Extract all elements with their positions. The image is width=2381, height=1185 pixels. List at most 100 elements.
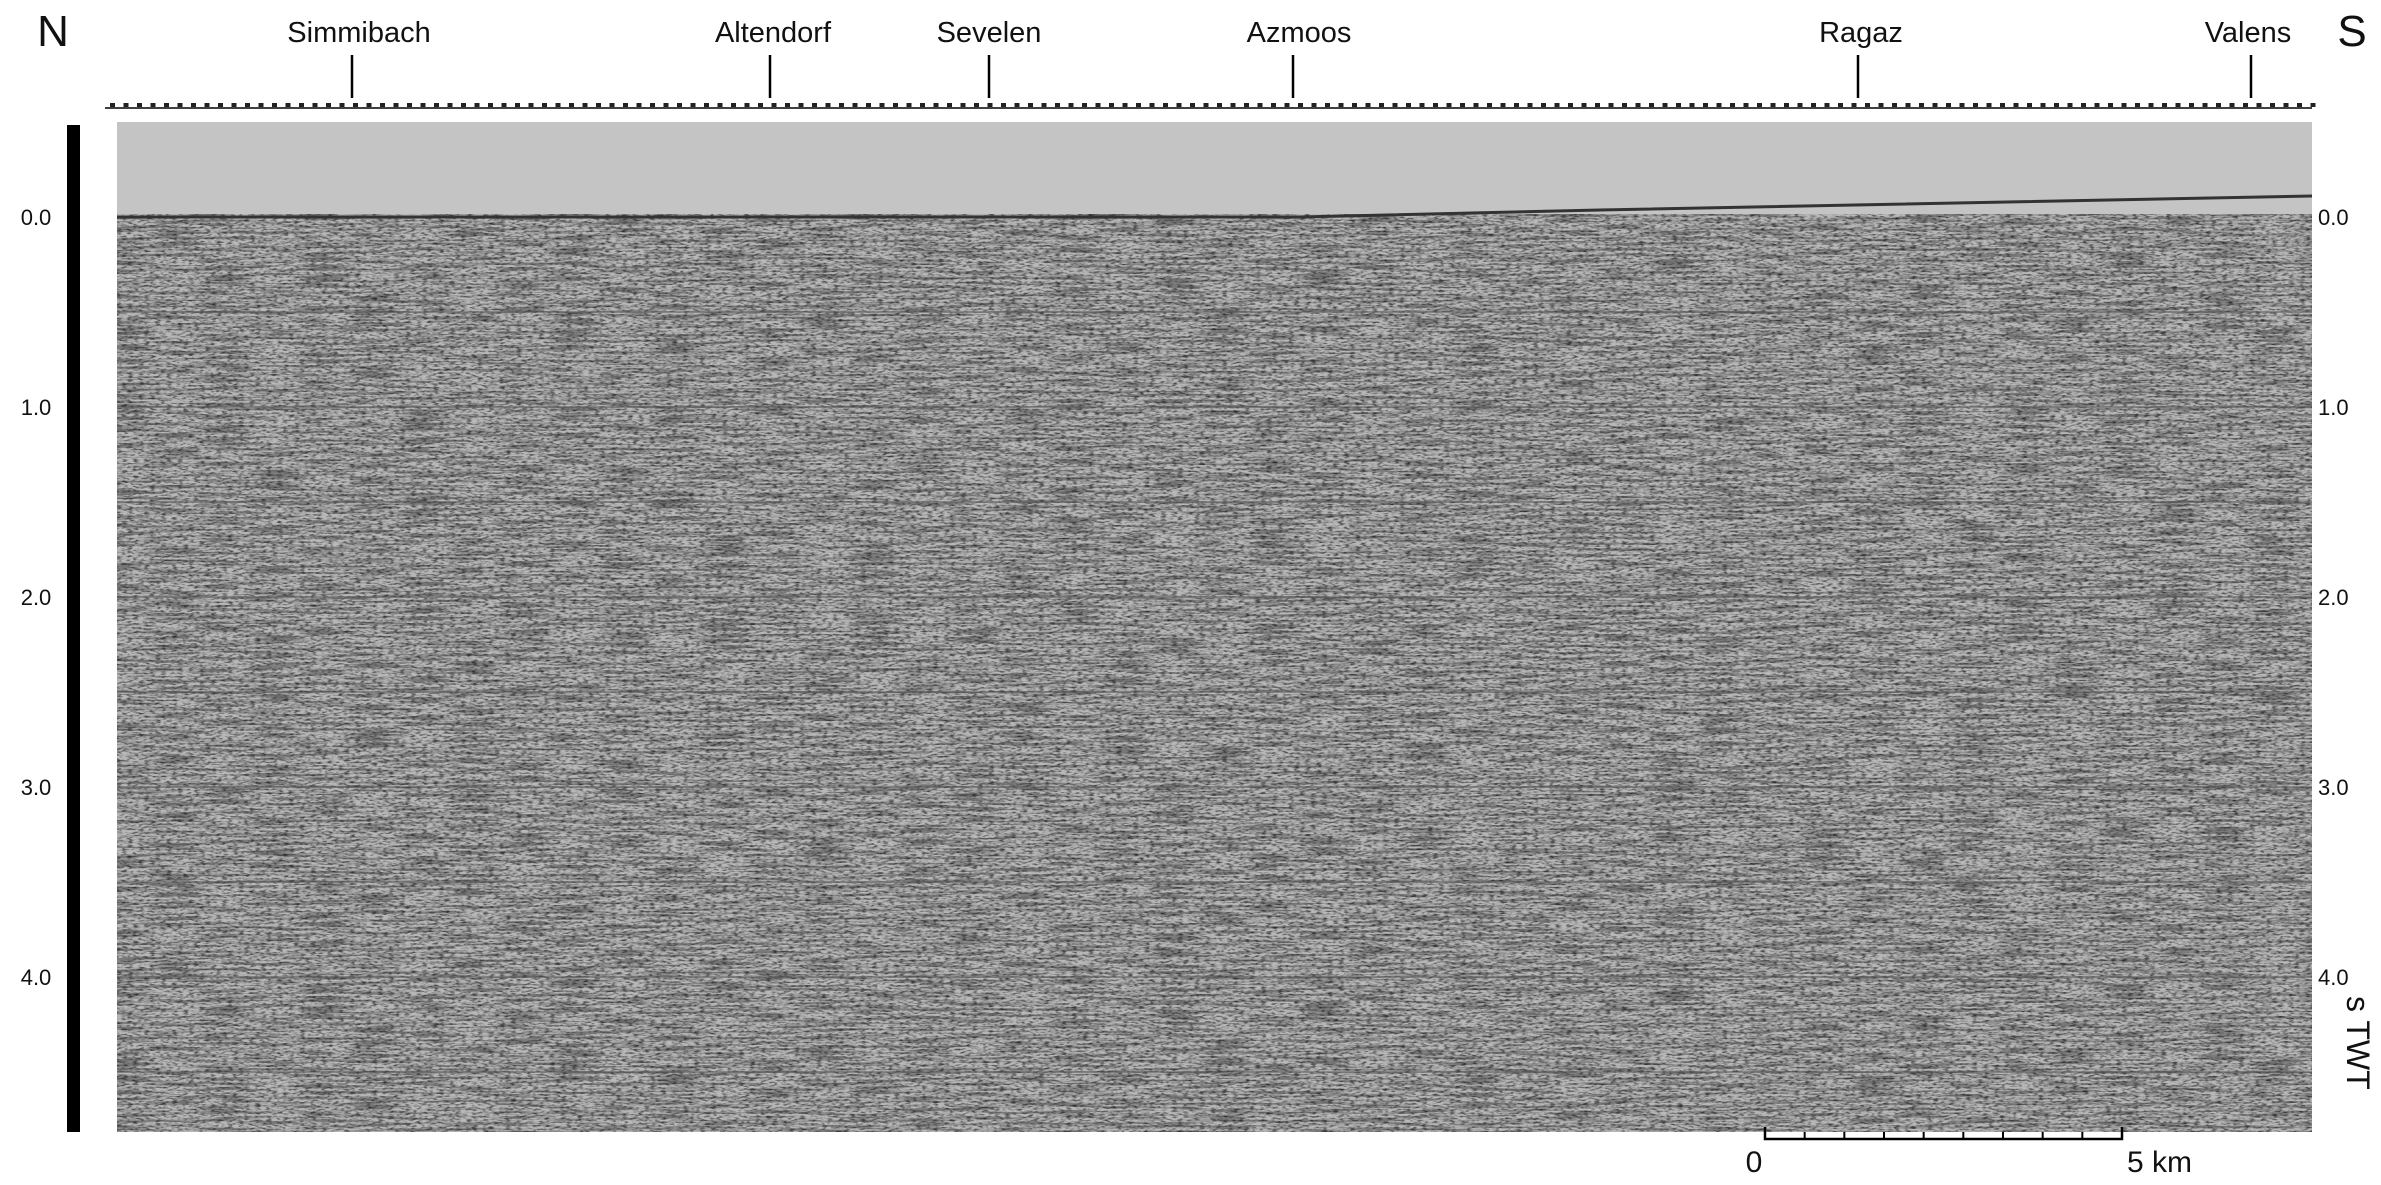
shotpoint-tick <box>1352 103 1357 107</box>
shotpoint-tick <box>2000 103 2005 107</box>
shotpoint-tick <box>974 103 979 107</box>
shotpoint-tick <box>1541 103 1546 107</box>
shotpoint-tick <box>664 103 669 107</box>
shotpoint-tick <box>340 103 345 107</box>
reflectors <box>117 210 2312 1132</box>
shotpoint-tick <box>2135 103 2140 107</box>
shotpoint-tick <box>1258 103 1263 107</box>
shotpoint-tick <box>2297 103 2302 107</box>
shotpoint-tick <box>1703 103 1708 107</box>
shotpoint-tick <box>1028 103 1033 107</box>
location-label: Sevelen <box>937 17 1042 49</box>
shotpoint-tick <box>299 103 304 107</box>
shotpoint-tick <box>1555 103 1560 107</box>
shotpoint-tick <box>1001 103 1006 107</box>
shotpoint-tick <box>407 103 412 107</box>
shotpoint-tick <box>1892 103 1897 107</box>
shotpoint-tick <box>1798 103 1803 107</box>
shotpoint-tick <box>529 103 534 107</box>
shotpoint-tick <box>2068 103 2073 107</box>
south-label: S <box>2337 7 2366 56</box>
shotpoint-tick <box>218 103 223 107</box>
shotpoint-tick <box>1163 103 1168 107</box>
shotpoint-tick <box>1514 103 1519 107</box>
time-label-right: 2.0 <box>2318 585 2349 610</box>
shotpoint-tick <box>259 103 264 107</box>
shotpoint-tick <box>758 103 763 107</box>
shotpoint-tick <box>1784 103 1789 107</box>
shotpoint-tick <box>677 103 682 107</box>
shotpoint-tick <box>245 103 250 107</box>
shotpoint-tick <box>2027 103 2032 107</box>
shotpoint-tick <box>475 103 480 107</box>
shotpoint-tick <box>367 103 372 107</box>
shotpoint-tick <box>1177 103 1182 107</box>
shotpoint-tick <box>934 103 939 107</box>
shotpoint-tick <box>988 103 993 107</box>
location-label: Simmibach <box>287 17 430 49</box>
shotpoint-tick <box>772 103 777 107</box>
shotpoint-tick <box>596 103 601 107</box>
shotpoint-tick <box>461 103 466 107</box>
shotpoint-tick <box>2108 103 2113 107</box>
shotpoint-tick <box>2311 103 2316 107</box>
shotpoint-tick <box>1217 103 1222 107</box>
shotpoint-tick <box>1082 103 1087 107</box>
shotpoint-tick <box>2230 103 2235 107</box>
shotpoint-tick <box>1379 103 1384 107</box>
shotpoint-tick <box>920 103 925 107</box>
shotpoint-tick <box>1474 103 1479 107</box>
shotpoint-tick <box>353 103 358 107</box>
scale-start: 0 <box>1746 1146 1763 1179</box>
shotpoint-tick <box>542 103 547 107</box>
shotpoint-tick <box>866 103 871 107</box>
shotpoint-tick <box>1825 103 1830 107</box>
shotpoint-tick <box>1582 103 1587 107</box>
time-bar <box>67 125 80 1132</box>
shotpoint-tick <box>2284 103 2289 107</box>
time-label-right: 3.0 <box>2318 775 2349 800</box>
shotpoint-tick <box>556 103 561 107</box>
location-label: Azmoos <box>1247 17 1352 49</box>
shotpoint-tick <box>313 103 318 107</box>
time-label-left: 1.0 <box>21 395 52 420</box>
time-label-right: 4.0 <box>2318 965 2349 990</box>
shotpoint-tick <box>2189 103 2194 107</box>
shotpoint-tick <box>502 103 507 107</box>
shotpoint-tick <box>1433 103 1438 107</box>
shotpoint-tick <box>1636 103 1641 107</box>
shotpoint-tick <box>1865 103 1870 107</box>
shotpoint-tick <box>785 103 790 107</box>
shotpoint-tick <box>1501 103 1506 107</box>
shotpoint-tick <box>380 103 385 107</box>
time-unit: s TWT <box>2340 996 2376 1090</box>
shotpoint-tick <box>1676 103 1681 107</box>
shotpoint-tick <box>1190 103 1195 107</box>
shotpoint-tick <box>839 103 844 107</box>
shotpoint-tick <box>637 103 642 107</box>
shotpoint-tick <box>704 103 709 107</box>
time-label-right: 1.0 <box>2318 395 2349 420</box>
shotpoint-tick <box>1663 103 1668 107</box>
shotpoint-tick <box>799 103 804 107</box>
north-label: N <box>37 7 69 56</box>
shotpoint-tick <box>745 103 750 107</box>
shotpoint-tick <box>947 103 952 107</box>
shotpoint-tick <box>232 103 237 107</box>
shotpoint-tick <box>2081 103 2086 107</box>
shotpoint-tick <box>1717 103 1722 107</box>
location-label: Ragaz <box>1819 17 1903 49</box>
shotpoint-tick <box>2203 103 2208 107</box>
shotpoint-tick <box>1609 103 1614 107</box>
shotpoint-tick <box>961 103 966 107</box>
shotpoint-tick <box>326 103 331 107</box>
shotpoint-tick <box>1487 103 1492 107</box>
location-label: Valens <box>2205 17 2292 49</box>
scale-end: 5 km <box>2127 1146 2192 1179</box>
shotpoint-tick <box>1528 103 1533 107</box>
shotpoint-tick <box>1730 103 1735 107</box>
shotpoint-tick <box>1096 103 1101 107</box>
page: NSSimmibachAltendorfSevelenAzmoosRagazVa… <box>0 0 2381 1180</box>
seismic-profile: NSSimmibachAltendorfSevelenAzmoosRagazVa… <box>0 0 2381 1180</box>
shotpoint-tick <box>286 103 291 107</box>
